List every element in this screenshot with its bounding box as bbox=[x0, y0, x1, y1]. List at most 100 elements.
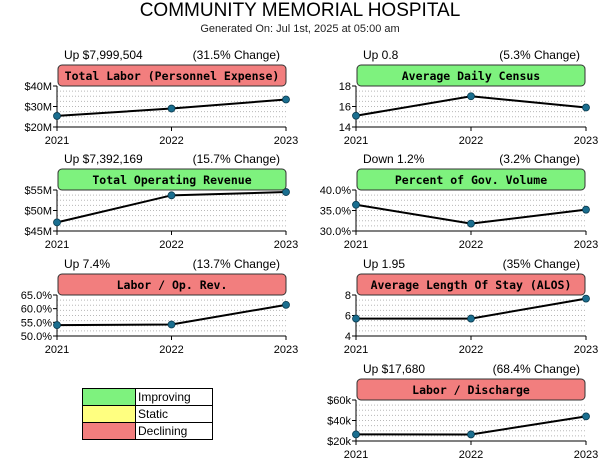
y-tick-label: 50.0% bbox=[21, 331, 52, 343]
status-banner bbox=[57, 64, 287, 87]
chart-average-length-of-stay-alos: 4 6 8 2021 2022 2023 Average Length Of Stay (A… bbox=[344, 257, 598, 356]
x-tick-label: 2021 bbox=[344, 344, 368, 356]
y-tick-label: $45M bbox=[24, 226, 52, 238]
data-point bbox=[467, 92, 475, 101]
status-banner bbox=[356, 64, 586, 87]
chart-title: Average Daily Census bbox=[402, 69, 540, 83]
x-tick-label: 2023 bbox=[274, 239, 298, 251]
change-summary: Up 7.4% bbox=[64, 257, 110, 271]
x-tick-label: 2021 bbox=[344, 449, 368, 461]
y-tick-label: $20M bbox=[24, 122, 52, 134]
x-tick-label: 2023 bbox=[574, 239, 598, 251]
y-tick-label: 35.0% bbox=[320, 206, 351, 218]
x-tick-label: 2022 bbox=[159, 239, 183, 251]
change-summary: Up 0.8 bbox=[363, 48, 399, 62]
data-point bbox=[467, 430, 475, 439]
x-tick-label: 2021 bbox=[344, 239, 368, 251]
y-tick-label: 55.0% bbox=[21, 317, 52, 329]
change-summary: Down 1.2% bbox=[363, 152, 425, 166]
data-point bbox=[167, 104, 176, 113]
y-tick-label: $40M bbox=[24, 81, 52, 93]
y-tick-label: $20k bbox=[327, 436, 351, 448]
data-point bbox=[352, 430, 360, 439]
data-point bbox=[53, 321, 61, 329]
data-point bbox=[53, 218, 61, 227]
data-point bbox=[352, 200, 360, 209]
y-tick-label: 4 bbox=[345, 331, 351, 343]
change-percent: (15.7% Change) bbox=[193, 152, 280, 166]
change-percent: (13.7% Change) bbox=[193, 257, 280, 271]
x-tick-label: 2021 bbox=[45, 239, 69, 251]
chart-title: Percent of Gov. Volume bbox=[395, 173, 547, 187]
change-percent: (31.5% Change) bbox=[193, 48, 280, 62]
data-point bbox=[582, 103, 590, 112]
status-banner bbox=[57, 168, 287, 191]
chart-labor-op-rev: 50.0% 55.0%60.0% 65.0% 2021 2022 2023 Labor / … bbox=[21, 257, 298, 356]
data-point bbox=[352, 111, 360, 120]
change-summary: Up 1.95 bbox=[363, 257, 405, 271]
chart-average-daily-census: 14 16 18 2021 2022 2023 Average Daily CensusUp… bbox=[339, 48, 598, 147]
x-tick-label: 2021 bbox=[344, 135, 368, 147]
y-tick-label: $55M bbox=[24, 185, 52, 197]
data-point bbox=[167, 191, 176, 200]
legend-row-improving: Improving bbox=[82, 388, 213, 406]
y-tick-label: 60.0% bbox=[21, 304, 52, 316]
x-tick-label: 2022 bbox=[159, 344, 183, 356]
x-tick-label: 2021 bbox=[45, 135, 69, 147]
data-point bbox=[467, 219, 475, 228]
change-percent: (68.4% Change) bbox=[493, 362, 580, 376]
x-tick-label: 2023 bbox=[574, 135, 598, 147]
change-percent: (5.3% Change) bbox=[499, 48, 580, 62]
y-tick-label: 40.0% bbox=[320, 185, 351, 197]
x-tick-label: 2022 bbox=[159, 135, 183, 147]
data-point bbox=[352, 314, 360, 323]
chart-total-operating-revenue: $45M $50M $55M 2021 2022 2023 Total Operating … bbox=[24, 152, 298, 251]
change-summary: Up $17,680 bbox=[363, 362, 425, 376]
chart-title: Labor / Discharge bbox=[412, 383, 530, 397]
data-point bbox=[582, 294, 590, 303]
legend-row-declining: Declining bbox=[82, 422, 213, 440]
legend-label-static: Static bbox=[135, 405, 213, 423]
x-tick-label: 2022 bbox=[459, 239, 483, 251]
x-tick-label: 2022 bbox=[459, 344, 483, 356]
x-tick-label: 2023 bbox=[274, 135, 298, 147]
data-point bbox=[582, 205, 590, 214]
data-point bbox=[582, 412, 590, 421]
y-tick-label: $30M bbox=[24, 102, 52, 114]
change-summary: Up $7,392,169 bbox=[64, 152, 143, 166]
chart-title: Labor / Op. Rev. bbox=[117, 278, 228, 292]
chart-title: Total Labor (Personnel Expense) bbox=[65, 69, 280, 83]
x-tick-label: 2023 bbox=[574, 344, 598, 356]
y-tick-label: 65.0% bbox=[21, 290, 52, 302]
status-banner bbox=[57, 273, 287, 296]
legend-swatch-declining bbox=[82, 422, 136, 440]
x-tick-label: 2023 bbox=[574, 449, 598, 461]
legend-label-improving: Improving bbox=[135, 388, 213, 406]
x-tick-label: 2021 bbox=[45, 344, 69, 356]
status-banner bbox=[356, 168, 586, 191]
data-point bbox=[467, 314, 475, 323]
chart-total-labor-personnel-expense: $20M $30M $40M 2021 2022 2023 Total Labor (Per… bbox=[24, 48, 298, 147]
y-tick-label: 16 bbox=[339, 102, 351, 114]
chart-labor-discharge: $20k $40k $60k 2021 2022 2023 Labor / Discharg… bbox=[327, 362, 598, 461]
legend: Improving Static Declining bbox=[82, 388, 213, 440]
y-tick-label: 6 bbox=[345, 311, 351, 323]
generated-timestamp: Generated On: Jul 1st, 2025 at 05:00 am bbox=[200, 23, 400, 35]
status-banner bbox=[356, 378, 586, 401]
change-summary: Up $7,999,504 bbox=[64, 48, 143, 62]
y-tick-label: $60k bbox=[327, 395, 351, 407]
data-point bbox=[282, 95, 290, 104]
legend-label-declining: Declining bbox=[135, 422, 213, 440]
change-percent: (35% Change) bbox=[503, 257, 580, 271]
chart-title: Average Length Of Stay (ALOS) bbox=[371, 278, 572, 292]
chart-title: Total Operating Revenue bbox=[92, 173, 251, 187]
data-point bbox=[53, 112, 61, 120]
change-percent: (3.2% Change) bbox=[499, 152, 580, 166]
page-title: COMMUNITY MEMORIAL HOSPITAL bbox=[139, 0, 461, 21]
legend-row-static: Static bbox=[82, 405, 213, 423]
data-point bbox=[282, 188, 290, 196]
y-tick-label: $40k bbox=[327, 416, 351, 428]
x-tick-label: 2023 bbox=[274, 344, 298, 356]
data-point bbox=[282, 300, 290, 309]
